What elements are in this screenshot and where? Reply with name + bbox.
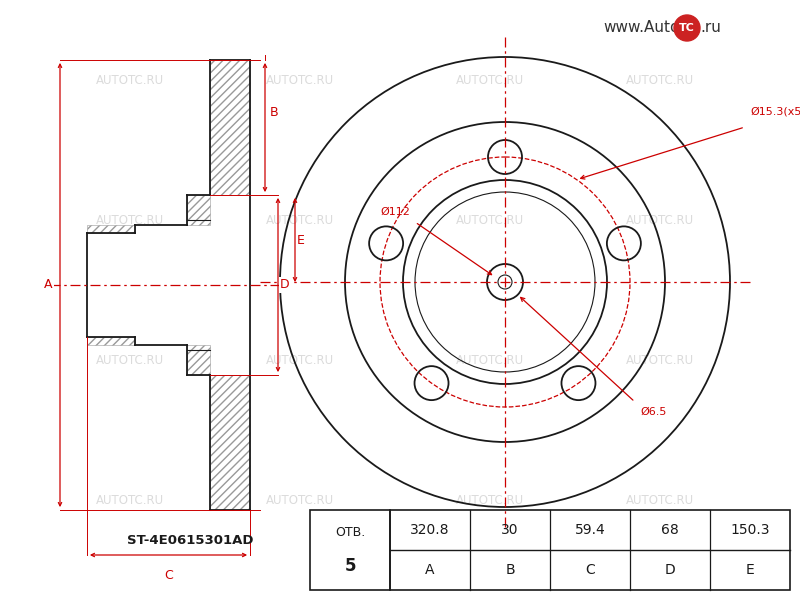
Text: Ø112: Ø112 [380,207,410,217]
Text: AUTOTC.RU: AUTOTC.RU [456,493,524,506]
Text: A: A [426,563,434,577]
Text: www.Auto: www.Auto [604,20,680,35]
Text: AUTOTC.RU: AUTOTC.RU [266,214,334,226]
Text: ST-4E0615301AD: ST-4E0615301AD [126,533,254,547]
Text: 150.3: 150.3 [730,523,770,537]
Text: 320.8: 320.8 [410,523,450,537]
Text: Ø6.5: Ø6.5 [640,407,666,417]
Text: B: B [270,106,278,119]
Text: A: A [44,278,52,292]
Text: C: C [164,569,173,582]
Text: D: D [280,278,290,292]
Text: TC: TC [679,23,695,33]
Text: AUTOTC.RU: AUTOTC.RU [456,73,524,86]
Text: AUTOTC.RU: AUTOTC.RU [96,73,164,86]
Bar [390,510,790,590]
Text: 59.4: 59.4 [574,523,606,537]
Text: Ø15.3(x5): Ø15.3(x5) [750,107,800,117]
Bar [87,225,135,233]
Text: AUTOTC.RU: AUTOTC.RU [626,73,694,86]
Bar [210,60,250,195]
Bar [310,510,390,590]
Bar [187,195,210,225]
Text: AUTOTC.RU: AUTOTC.RU [456,353,524,367]
Bar [87,337,135,345]
Text: AUTOTC.RU: AUTOTC.RU [96,353,164,367]
Text: 5: 5 [344,557,356,575]
Text: AUTOTC.RU: AUTOTC.RU [96,214,164,226]
Text: D: D [665,563,675,577]
Text: 68: 68 [661,523,679,537]
Text: ОТВ.: ОТВ. [335,526,365,539]
Text: AUTOTC.RU: AUTOTC.RU [456,214,524,226]
Text: AUTOTC.RU: AUTOTC.RU [266,73,334,86]
Text: .ru: .ru [700,20,721,35]
Text: C: C [585,563,595,577]
Text: AUTOTC.RU: AUTOTC.RU [626,353,694,367]
Text: AUTOTC.RU: AUTOTC.RU [96,493,164,506]
Bar [187,345,210,375]
Text: E: E [746,563,754,577]
Text: AUTOTC.RU: AUTOTC.RU [266,493,334,506]
Text: AUTOTC.RU: AUTOTC.RU [626,214,694,226]
Text: B: B [505,563,515,577]
Text: 30: 30 [502,523,518,537]
Circle shape [674,15,700,41]
Text: E: E [297,233,305,247]
Text: AUTOTC.RU: AUTOTC.RU [266,353,334,367]
Text: AUTOTC.RU: AUTOTC.RU [626,493,694,506]
Bar [210,375,250,510]
